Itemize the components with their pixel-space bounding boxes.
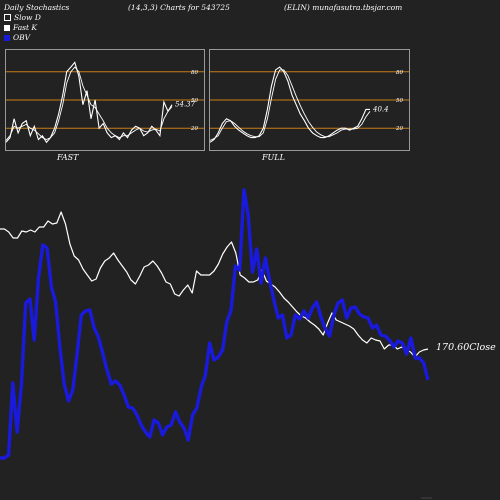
close-price-line — [0, 211, 429, 358]
legend-label-fast-k: Fast K — [13, 23, 38, 32]
stoch-line-slow-d — [5, 66, 173, 141]
y-tick-label: 50 — [396, 98, 403, 104]
legend-slow-d: Slow D — [4, 13, 41, 22]
y-tick-label: 80 — [396, 70, 403, 76]
header-left: Daily Stochastics — [4, 3, 70, 12]
stoch-line-d — [209, 69, 371, 141]
legend-swatch-fast-k — [4, 24, 10, 31]
legend-swatch-obv — [4, 34, 10, 41]
header-site: (ELIN) munafasutra.tbsjar.com — [284, 3, 403, 12]
legend-obv: OBV — [4, 33, 30, 42]
legend-label-slow-d: Slow D — [14, 13, 41, 22]
fast-stochastic-panel: 20 50 80 54.37 — [5, 49, 205, 151]
legend-label-obv: OBV — [13, 33, 31, 42]
fast-panel-title: FAST — [57, 153, 79, 162]
legend-fast-k: Fast K — [4, 23, 37, 32]
y-tick-label: 20 — [190, 126, 198, 132]
y-tick-label: 20 — [395, 126, 403, 132]
y-tick-label: 80 — [191, 70, 198, 76]
full-stochastic-panel: 20 50 80 40.4 — [209, 49, 410, 151]
obv-line — [0, 188, 430, 460]
stoch-line-fast-k — [5, 61, 173, 144]
price-obv-chart: 170.60Close — [0, 188, 496, 499]
end-value-label: 40.4 — [372, 105, 389, 113]
stoch-line-k — [209, 66, 370, 143]
legend-swatch-slow-d — [4, 14, 11, 21]
y-tick-label: 50 — [191, 98, 198, 104]
header-params: (14,3,3) Charts for 543725 — [128, 3, 230, 12]
close-value-label: 170.60Close — [436, 342, 496, 353]
end-value-label: 54.37 — [175, 101, 196, 109]
full-panel-title: FULL — [262, 153, 285, 162]
